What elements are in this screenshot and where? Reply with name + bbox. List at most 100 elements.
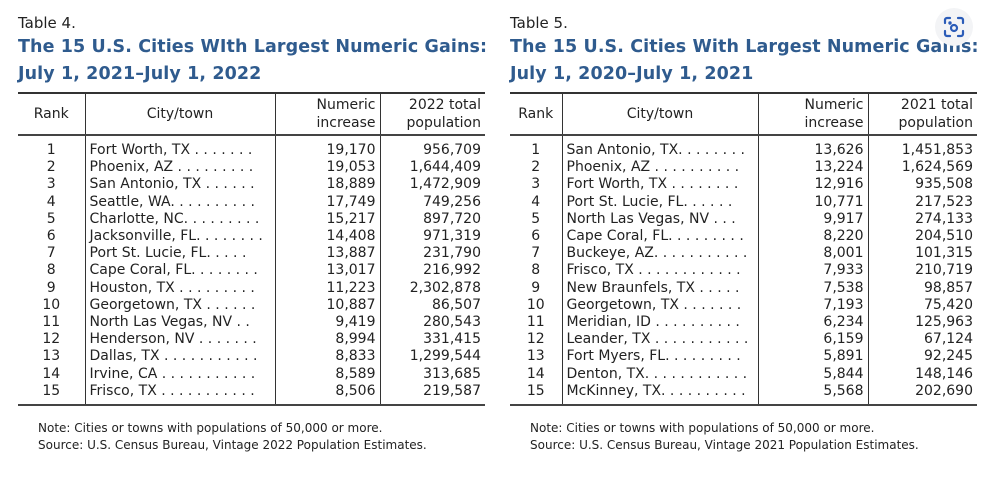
cell-increase: 5,844: [758, 365, 869, 383]
table-row: 8 Frisco, TX . . . . . . . . . . . . 7,933…: [510, 262, 977, 280]
cell-increase: 13,626: [758, 135, 869, 160]
cell-population: 210,719: [915, 262, 973, 279]
cell-increase: 10,771: [758, 193, 869, 211]
data-table: Rank City/town Numeric increase 2021 tota…: [510, 92, 977, 407]
table-row: 7 Port St. Lucie, FL. . . . . 13,887 231,79…: [18, 245, 485, 263]
cell-population: 202,690: [915, 382, 973, 399]
cell-city: Houston, TX . . . . . . . . .: [85, 279, 276, 297]
cell-city: Meridian, ID . . . . . . . . . .: [562, 314, 759, 332]
cell-increase: 13,017: [275, 262, 381, 280]
cell-rank: 6: [18, 228, 86, 246]
table-4: Table 4. The 15 U.S. Cities WIth Largest…: [18, 10, 487, 454]
cell-rank: 14: [18, 365, 86, 383]
cell-rank: 15: [510, 382, 563, 406]
table-row: 1 Fort Worth, TX . . . . . . . 19,170 956,7…: [18, 135, 485, 160]
data-table: Rank City/town Numeric increase 2022 tota…: [18, 92, 485, 407]
cell-city: Georgetown, TX . . . . . . .: [562, 296, 759, 315]
table-5: Table 5. The 15 U.S. Cities With Largest…: [510, 10, 979, 454]
cell-city: Charlotte, NC. . . . . . . . .: [85, 210, 276, 229]
cell-city: McKinney, TX. . . . . . . . . .: [562, 382, 759, 406]
cell-population: 148,146: [915, 365, 973, 382]
cell-increase: 15,217: [275, 210, 381, 229]
table-row: 9 Houston, TX . . . . . . . . . 11,223 2,30…: [18, 279, 485, 297]
cell-population: 313,685: [423, 365, 481, 382]
header-increase: Numeric increase: [275, 93, 381, 135]
cell-city: Seattle, WA. . . . . . . . . .: [85, 193, 276, 211]
table-title: The 15 U.S. Cities With Largest Numeric …: [510, 37, 979, 84]
cell-population: 101,315: [915, 245, 973, 262]
cell-rank: 5: [18, 210, 86, 229]
cell-rank: 2: [18, 159, 86, 177]
cell-population: 125,963: [915, 314, 973, 331]
cell-population: 1,299,544: [409, 348, 481, 365]
cell-city: Frisco, TX . . . . . . . . . . .: [85, 382, 276, 406]
visual-search-icon: [943, 16, 965, 38]
cell-city: Buckeye, AZ. . . . . . . . . . .: [562, 245, 759, 263]
cell-rank: 8: [18, 262, 86, 280]
table-notes: Note: Cities or towns with populations o…: [530, 421, 919, 453]
cell-increase: 7,933: [758, 262, 869, 280]
table-row: 13 Dallas, TX . . . . . . . . . . . 8,833 1…: [18, 348, 485, 366]
table-row: 2 Phoenix, AZ . . . . . . . . . . 13,224 1,…: [510, 159, 977, 177]
table-row: 12 Henderson, NV . . . . . . . 8,994 331,41…: [18, 331, 485, 349]
cell-population: 971,319: [423, 228, 481, 245]
cell-rank: 4: [18, 193, 86, 211]
cell-city: Georgetown, TX . . . . . .: [85, 296, 276, 315]
table-row: 1 San Antonio, TX. . . . . . . . 13,626 1,4…: [510, 135, 977, 160]
header-row: Rank City/town Numeric increase 2022 tota…: [18, 93, 485, 135]
cell-population: 219,587: [423, 382, 481, 399]
header-population: 2021 total population: [898, 97, 974, 131]
cell-rank: 12: [510, 331, 563, 349]
cell-city: Frisco, TX . . . . . . . . . . . .: [562, 262, 759, 280]
cell-increase: 14,408: [275, 228, 381, 246]
table-row: 10 Georgetown, TX . . . . . . 10,887 86,507: [18, 296, 485, 315]
cell-city: Phoenix, AZ . . . . . . . . .: [85, 159, 276, 177]
cell-population: 331,415: [423, 331, 481, 348]
table-notes: Note: Cities or towns with populations o…: [38, 421, 427, 453]
cell-rank: 11: [510, 314, 563, 332]
cell-city: Dallas, TX . . . . . . . . . . .: [85, 348, 276, 366]
table-row: 7 Buckeye, AZ. . . . . . . . . . . 8,001 10…: [510, 245, 977, 263]
cell-city: North Las Vegas, NV . . .: [562, 210, 759, 229]
header-row: Rank City/town Numeric increase 2021 tota…: [510, 93, 977, 135]
table-row: 11 Meridian, ID . . . . . . . . . . 6,234 1…: [510, 314, 977, 332]
cell-rank: 2: [510, 159, 563, 177]
cell-rank: 1: [510, 135, 563, 160]
cell-rank: 4: [510, 193, 563, 211]
table-row: 9 New Braunfels, TX . . . . . 7,538 98,857: [510, 279, 977, 297]
cell-population: 92,245: [924, 348, 973, 365]
cell-city: Fort Myers, FL. . . . . . . . .: [562, 348, 759, 366]
cell-city: San Antonio, TX. . . . . . . .: [562, 135, 759, 160]
cell-increase: 7,538: [758, 279, 869, 297]
cell-rank: 3: [510, 176, 563, 194]
cell-population: 1,472,909: [409, 176, 481, 193]
cell-population: 280,543: [423, 314, 481, 331]
cell-rank: 11: [18, 314, 86, 332]
cell-population: 1,451,853: [901, 142, 973, 158]
table-row: 10 Georgetown, TX . . . . . . . 7,193 75,42…: [510, 296, 977, 315]
table-row: 14 Irvine, CA . . . . . . . . . . . 8,589 3…: [18, 365, 485, 383]
cell-rank: 8: [510, 262, 563, 280]
table-row: 5 North Las Vegas, NV . . . 9,917 274,133: [510, 210, 977, 229]
cell-population: 204,510: [915, 228, 973, 245]
cell-rank: 1: [18, 135, 86, 160]
cell-rank: 13: [18, 348, 86, 366]
cell-increase: 5,568: [758, 382, 869, 406]
cell-rank: 6: [510, 228, 563, 246]
cell-population: 98,857: [924, 279, 973, 296]
cell-population: 231,790: [423, 245, 481, 262]
visual-search-button[interactable]: [935, 8, 973, 46]
cell-population: 67,124: [924, 331, 973, 348]
cell-increase: 13,887: [275, 245, 381, 263]
cell-city: Jacksonville, FL. . . . . . . .: [85, 228, 276, 246]
table-row: 14 Denton, TX. . . . . . . . . . . . 5,844…: [510, 365, 977, 383]
table-row: 8 Cape Coral, FL. . . . . . . . 13,017 216,…: [18, 262, 485, 280]
table-row: 15 Frisco, TX . . . . . . . . . . . 8,506 2…: [18, 382, 485, 406]
cell-rank: 14: [510, 365, 563, 383]
cell-rank: 5: [510, 210, 563, 229]
cell-city: Denton, TX. . . . . . . . . . . .: [562, 365, 759, 383]
cell-rank: 9: [510, 279, 563, 297]
table-row: 4 Port St. Lucie, FL. . . . . . 10,771 217,…: [510, 193, 977, 211]
cell-population: 897,720: [423, 210, 481, 227]
table-row: 12 Leander, TX . . . . . . . . . . . 6,159…: [510, 331, 977, 349]
